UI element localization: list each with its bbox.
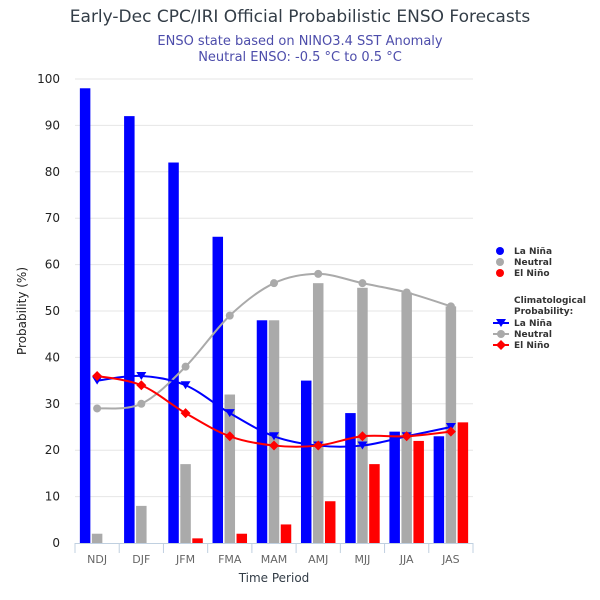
bar-neutral-fma xyxy=(224,394,236,543)
climatology-marker-neutral xyxy=(446,302,455,311)
bar-lania-amj xyxy=(300,380,312,543)
bar-elnio-jfm xyxy=(192,538,203,543)
x-tick-label: FMA xyxy=(218,553,242,566)
bar-lania-mjj xyxy=(345,413,356,543)
bar-neutral-mjj xyxy=(357,287,368,543)
climatology-marker-neutral xyxy=(358,279,367,288)
bar-neutral-ndj xyxy=(91,533,103,543)
bar-neutral-mam xyxy=(268,320,280,543)
legend-label: Neutral xyxy=(514,258,552,268)
climatology-marker-neutral xyxy=(137,399,146,408)
climatology-marker-lania xyxy=(136,371,147,380)
x-tick-label: MJJ xyxy=(354,553,370,566)
climatology-marker-neutral xyxy=(402,288,411,297)
bar-lania-jas xyxy=(433,436,445,543)
climatology-marker-lania xyxy=(357,441,368,450)
x-tick-label: DJF xyxy=(132,553,150,566)
chart-title: Early-Dec CPC/IRI Official Probabilistic… xyxy=(69,7,531,27)
bar-elnio-jja xyxy=(413,440,424,543)
y-tick-label: 60 xyxy=(45,258,60,272)
bar-elnio-jas xyxy=(457,422,469,543)
bar-lania-fma xyxy=(212,236,224,543)
chart-subtitle-1: ENSO state based on NINO3.4 SST Anomaly xyxy=(157,34,443,49)
climatology-marker-lania xyxy=(224,409,235,418)
legend-marker-elnio xyxy=(496,269,504,277)
y-tick-label: 90 xyxy=(45,118,60,132)
y-axis-title: Probability (%) xyxy=(15,267,29,355)
legend-climatology-title: Probability: xyxy=(514,307,573,317)
y-tick-label: 50 xyxy=(45,304,60,318)
legend-marker-lania xyxy=(496,247,504,255)
legend-climatology-title: Climatological xyxy=(514,296,586,306)
legend-marker-climatology xyxy=(497,330,505,338)
climatology-marker-neutral xyxy=(314,269,323,278)
bar-elnio-mjj xyxy=(369,464,380,543)
climatology-marker-elnio xyxy=(313,440,324,451)
legend-label: La Niña xyxy=(514,247,552,257)
x-axis-title: Time Period xyxy=(238,571,310,585)
legend-marker-neutral xyxy=(496,258,504,266)
x-tick-label: JJA xyxy=(399,553,414,566)
x-tick-label: MAM xyxy=(261,553,288,566)
chart-subtitle-2: Neutral ENSO: -0.5 °C to 0.5 °C xyxy=(198,50,402,65)
x-tick-label: JFM xyxy=(175,553,195,566)
climatology-marker-elnio xyxy=(136,380,147,391)
climatology-marker-elnio xyxy=(401,431,412,442)
bar-lania-jja xyxy=(389,431,400,543)
x-tick-label: AMJ xyxy=(308,553,328,566)
legend-label: La Niña xyxy=(514,319,552,329)
bar-elnio-mam xyxy=(280,524,292,543)
climatology-marker-neutral xyxy=(93,404,102,413)
bar-neutral-jja xyxy=(401,292,412,543)
bar-elnio-fma xyxy=(236,533,248,543)
climatology-marker-elnio xyxy=(92,370,103,381)
bar-elnio-amj xyxy=(324,501,336,543)
y-tick-label: 20 xyxy=(45,443,60,457)
legend-label: El Niño xyxy=(514,341,550,351)
climatology-marker-elnio xyxy=(224,431,235,442)
y-tick-label: 70 xyxy=(45,211,60,225)
climatology-marker-lania xyxy=(180,381,191,390)
bar-neutral-amj xyxy=(312,283,324,543)
bar-neutral-djf xyxy=(136,505,147,543)
climatology-marker-lania xyxy=(269,432,279,441)
legend-marker-climatology xyxy=(496,319,506,327)
climatology-marker-elnio xyxy=(180,408,191,419)
y-tick-label: 10 xyxy=(45,490,60,504)
climatology-marker-neutral xyxy=(181,362,190,371)
climatology-marker-neutral xyxy=(270,279,278,288)
y-tick-label: 80 xyxy=(45,165,60,179)
y-tick-label: 100 xyxy=(37,72,60,86)
bar-neutral-jfm xyxy=(180,464,191,543)
bar-lania-ndj xyxy=(79,88,91,543)
x-tick-label: JAS xyxy=(441,553,460,566)
bar-lania-jfm xyxy=(168,162,179,543)
climatology-marker-elnio xyxy=(445,426,456,437)
y-tick-label: 30 xyxy=(45,397,60,411)
bar-lania-djf xyxy=(124,116,135,544)
x-tick-label: NDJ xyxy=(87,553,107,566)
legend-marker-climatology xyxy=(496,340,506,350)
climatology-marker-neutral xyxy=(225,311,234,320)
climatology-marker-elnio xyxy=(269,440,279,451)
legend-label: El Niño xyxy=(514,269,550,279)
y-tick-label: 40 xyxy=(45,350,60,364)
legend-label: Neutral xyxy=(514,330,552,340)
climatology-marker-elnio xyxy=(357,431,368,442)
y-tick-label: 0 xyxy=(52,536,60,550)
